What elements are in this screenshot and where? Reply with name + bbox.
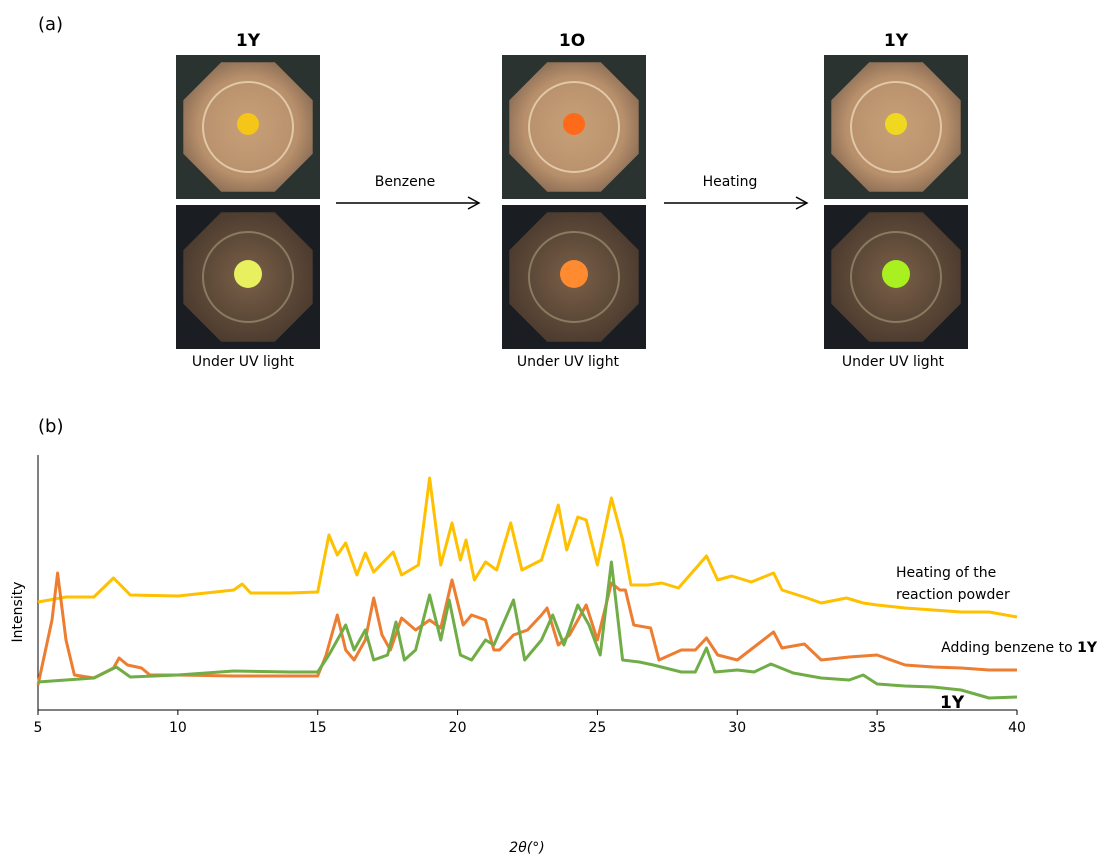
sample bbox=[882, 260, 910, 288]
sample bbox=[885, 113, 907, 135]
x-tick-label: 5 bbox=[34, 720, 43, 736]
series-label-line: Heating of the bbox=[896, 565, 996, 581]
x-tick-label: 15 bbox=[309, 720, 327, 736]
series-line bbox=[38, 573, 1017, 685]
series-label-part: 1Y bbox=[1077, 640, 1098, 656]
arrow-label: Benzene bbox=[375, 174, 436, 190]
caption: Under UV light bbox=[517, 354, 620, 370]
caption: Under UV light bbox=[192, 354, 295, 370]
series-label: 1Y bbox=[940, 693, 965, 713]
photos bbox=[176, 55, 968, 349]
series-label: Heating of the reaction powder bbox=[896, 565, 1010, 603]
y-axis-label: Intensity bbox=[10, 582, 26, 643]
x-tick-label: 10 bbox=[169, 720, 187, 736]
sample bbox=[560, 260, 588, 288]
stage-label: 1Y bbox=[236, 31, 261, 51]
figure: (a) 1Y 1O 1Y Benzene Heating Under UV li… bbox=[0, 0, 1105, 860]
x-tick-label: 25 bbox=[589, 720, 607, 736]
sample bbox=[234, 260, 262, 288]
x-tick-label: 40 bbox=[1008, 720, 1026, 736]
sample bbox=[237, 113, 259, 135]
sample bbox=[563, 113, 585, 135]
series-label-part: Adding benzene to bbox=[941, 640, 1077, 656]
stage-label: 1Y bbox=[884, 31, 909, 51]
x-tick-label: 30 bbox=[728, 720, 746, 736]
x-tick-label: 20 bbox=[449, 720, 467, 736]
panel-label: (b) bbox=[38, 416, 63, 437]
x-tick-label: 35 bbox=[868, 720, 886, 736]
caption: Under UV light bbox=[842, 354, 945, 370]
series-label-line: reaction powder bbox=[896, 587, 1010, 603]
arrow-label: Heating bbox=[703, 174, 758, 190]
x-axis-label: 2θ(°) bbox=[509, 840, 544, 856]
series-label: Adding benzene to 1Y bbox=[941, 640, 1098, 656]
series-line bbox=[38, 478, 1017, 617]
panel-label: (a) bbox=[38, 14, 63, 35]
stage-label: 1O bbox=[559, 31, 585, 51]
